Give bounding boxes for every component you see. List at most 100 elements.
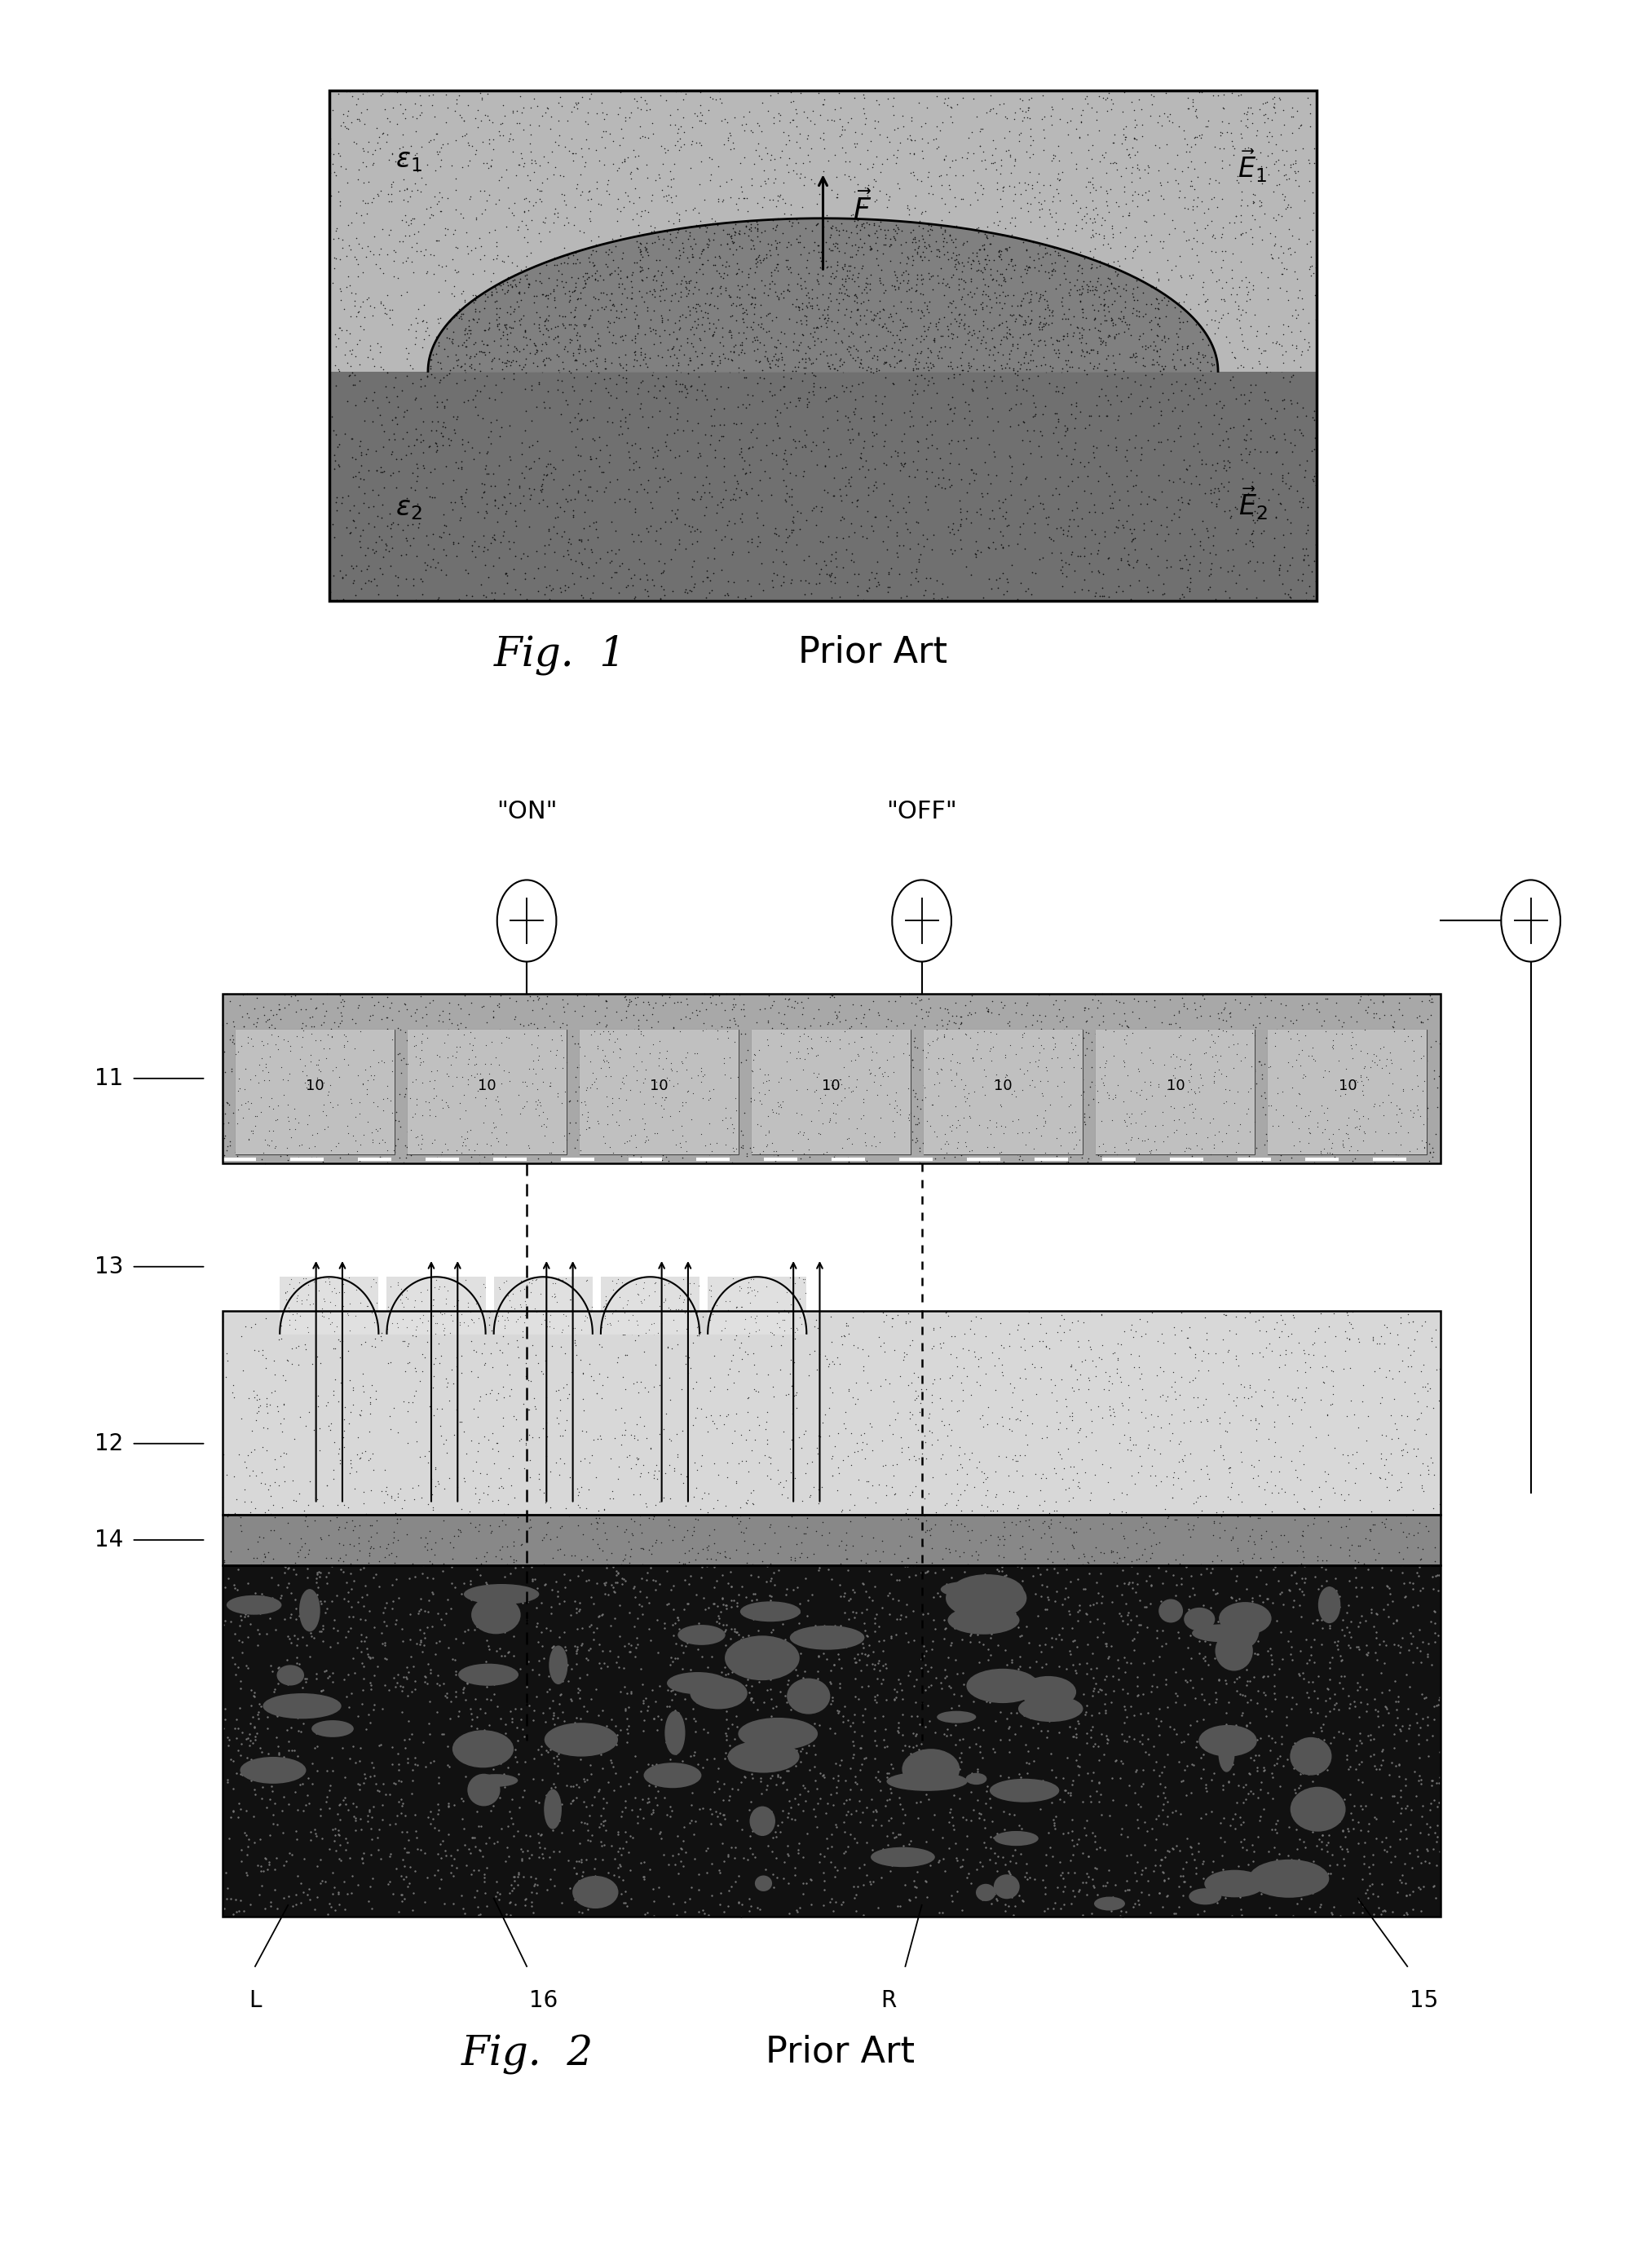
Point [783, 281, 810, 318]
Point [853, 274, 879, 311]
Point [245, 1613, 272, 1649]
Point [1126, 1014, 1152, 1050]
Point [329, 538, 356, 574]
Point [530, 331, 556, 367]
Point [1080, 1635, 1106, 1672]
Point [1154, 1458, 1180, 1495]
Point [1124, 1810, 1151, 1846]
Point [1085, 1674, 1111, 1710]
Point [405, 510, 431, 547]
Point [576, 163, 602, 200]
Point [512, 313, 538, 349]
Point [767, 102, 793, 138]
Point [262, 1751, 288, 1787]
Point [619, 225, 645, 261]
Point [1002, 386, 1029, 422]
Point [576, 508, 602, 544]
Point [449, 302, 476, 338]
Point [1282, 145, 1309, 181]
Point [1287, 1089, 1314, 1125]
Point [1381, 1626, 1407, 1662]
Point [665, 299, 691, 336]
Point [816, 218, 843, 254]
Point [1363, 996, 1389, 1032]
Point [686, 1490, 713, 1526]
Point [1100, 1406, 1126, 1442]
Point [805, 1091, 831, 1127]
Point [1053, 243, 1080, 279]
Point [360, 1304, 387, 1340]
Point [612, 175, 639, 211]
Point [1068, 236, 1095, 272]
Point [795, 1728, 821, 1765]
Point [1113, 1837, 1139, 1873]
Point [286, 1297, 313, 1334]
Point [550, 1123, 576, 1159]
Point [683, 1703, 709, 1740]
Point [1315, 1855, 1341, 1892]
Point [584, 978, 611, 1014]
Point [668, 109, 695, 145]
Point [523, 1295, 550, 1331]
Point [981, 342, 1007, 379]
Point [884, 138, 910, 175]
Point [1162, 1542, 1188, 1579]
Point [955, 1134, 981, 1170]
Point [568, 1084, 594, 1120]
Point [790, 202, 816, 238]
Point [1101, 299, 1128, 336]
Point [1111, 175, 1137, 211]
Point [244, 1395, 270, 1431]
Point [742, 333, 769, 370]
Point [576, 1043, 602, 1080]
Point [1207, 1506, 1233, 1542]
Point [459, 209, 486, 245]
Point [523, 259, 550, 295]
Point [1113, 1873, 1139, 1910]
Point [244, 1084, 270, 1120]
Point [1416, 982, 1442, 1018]
Point [943, 1486, 969, 1522]
Point [604, 460, 630, 497]
Point [696, 1361, 723, 1397]
Point [454, 184, 481, 220]
Point [930, 261, 956, 297]
Point [252, 1495, 278, 1531]
Point [714, 215, 741, 252]
Point [1289, 329, 1315, 365]
Point [1272, 1000, 1299, 1036]
Point [1282, 1111, 1309, 1148]
Point [336, 333, 362, 370]
Point [586, 1492, 612, 1529]
Point [680, 508, 706, 544]
Point [772, 467, 798, 503]
Point [1269, 463, 1295, 499]
Point [237, 1021, 263, 1057]
Point [1147, 1057, 1174, 1093]
Point [690, 306, 716, 342]
Point [1101, 1077, 1128, 1114]
Point [339, 104, 365, 141]
Point [588, 1823, 614, 1860]
Point [1388, 1095, 1414, 1132]
Point [1101, 116, 1128, 152]
Point [1230, 349, 1256, 386]
Point [454, 1073, 481, 1109]
Point [1393, 1789, 1419, 1826]
Point [550, 472, 576, 508]
Point [253, 1710, 280, 1746]
Point [716, 1284, 742, 1320]
Point [966, 1368, 993, 1404]
Point [1118, 1336, 1144, 1372]
Point [711, 417, 737, 454]
Point [291, 1064, 318, 1100]
Point [1274, 1699, 1300, 1735]
Point [563, 352, 589, 388]
Point [1389, 1619, 1416, 1656]
Point [428, 551, 454, 587]
Point [746, 565, 772, 601]
Point [576, 1109, 602, 1145]
Point [974, 1631, 1001, 1667]
Point [780, 1052, 807, 1089]
Point [418, 1461, 444, 1497]
